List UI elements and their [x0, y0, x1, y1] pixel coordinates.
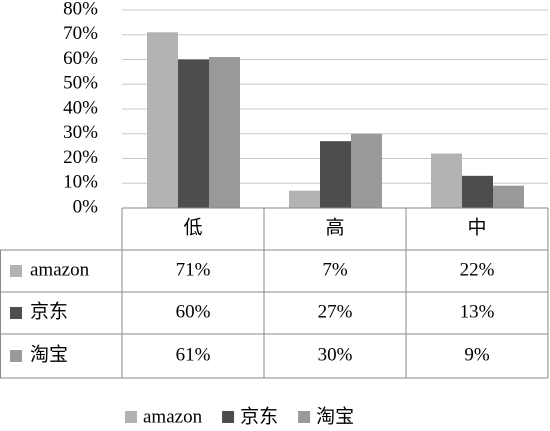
- y-tick-label: 60%: [63, 48, 98, 69]
- y-tick-label: 40%: [63, 97, 98, 118]
- bar: [178, 59, 209, 208]
- y-tick-label: 50%: [63, 73, 98, 94]
- bar: [493, 185, 524, 208]
- table-legend-key: [10, 307, 22, 319]
- table-cell: 71%: [176, 259, 211, 280]
- legend-label: amazon: [143, 406, 203, 427]
- bar: [462, 175, 493, 208]
- table-row-header: 淘宝: [30, 343, 68, 365]
- table-row-header: 京东: [30, 300, 68, 322]
- legend-key: [125, 411, 137, 423]
- x-tick-label: 低: [183, 216, 202, 238]
- x-tick-label: 中: [467, 216, 486, 238]
- table-legend-key: [10, 350, 22, 362]
- bar: [147, 32, 178, 209]
- x-tick-label: 高: [325, 216, 344, 238]
- table-row-header: amazon: [30, 259, 90, 280]
- table-cell: 9%: [464, 344, 490, 365]
- y-tick-label: 10%: [63, 172, 98, 193]
- legend-label: 淘宝: [316, 405, 354, 427]
- bar: [320, 141, 351, 208]
- bar: [431, 153, 462, 208]
- table-cell: 27%: [318, 301, 353, 322]
- bar: [289, 190, 320, 208]
- table-cell: 30%: [318, 344, 353, 365]
- table-cell: 13%: [460, 301, 495, 322]
- y-tick-label: 20%: [63, 147, 98, 168]
- y-tick-label: 30%: [63, 122, 98, 143]
- legend-key: [298, 411, 311, 423]
- legend-key: [222, 411, 235, 423]
- table-cell: 7%: [322, 259, 348, 280]
- bar: [209, 57, 240, 209]
- bar: [351, 133, 382, 208]
- legend-label: 京东: [240, 405, 278, 427]
- table-cell: 60%: [176, 301, 211, 322]
- y-tick-label: 0%: [73, 196, 99, 217]
- table-cell: 61%: [176, 344, 211, 365]
- table-legend-key: [10, 265, 22, 277]
- y-tick-label: 70%: [63, 23, 98, 44]
- table-cell: 22%: [460, 259, 495, 280]
- y-tick-label: 80%: [63, 0, 98, 19]
